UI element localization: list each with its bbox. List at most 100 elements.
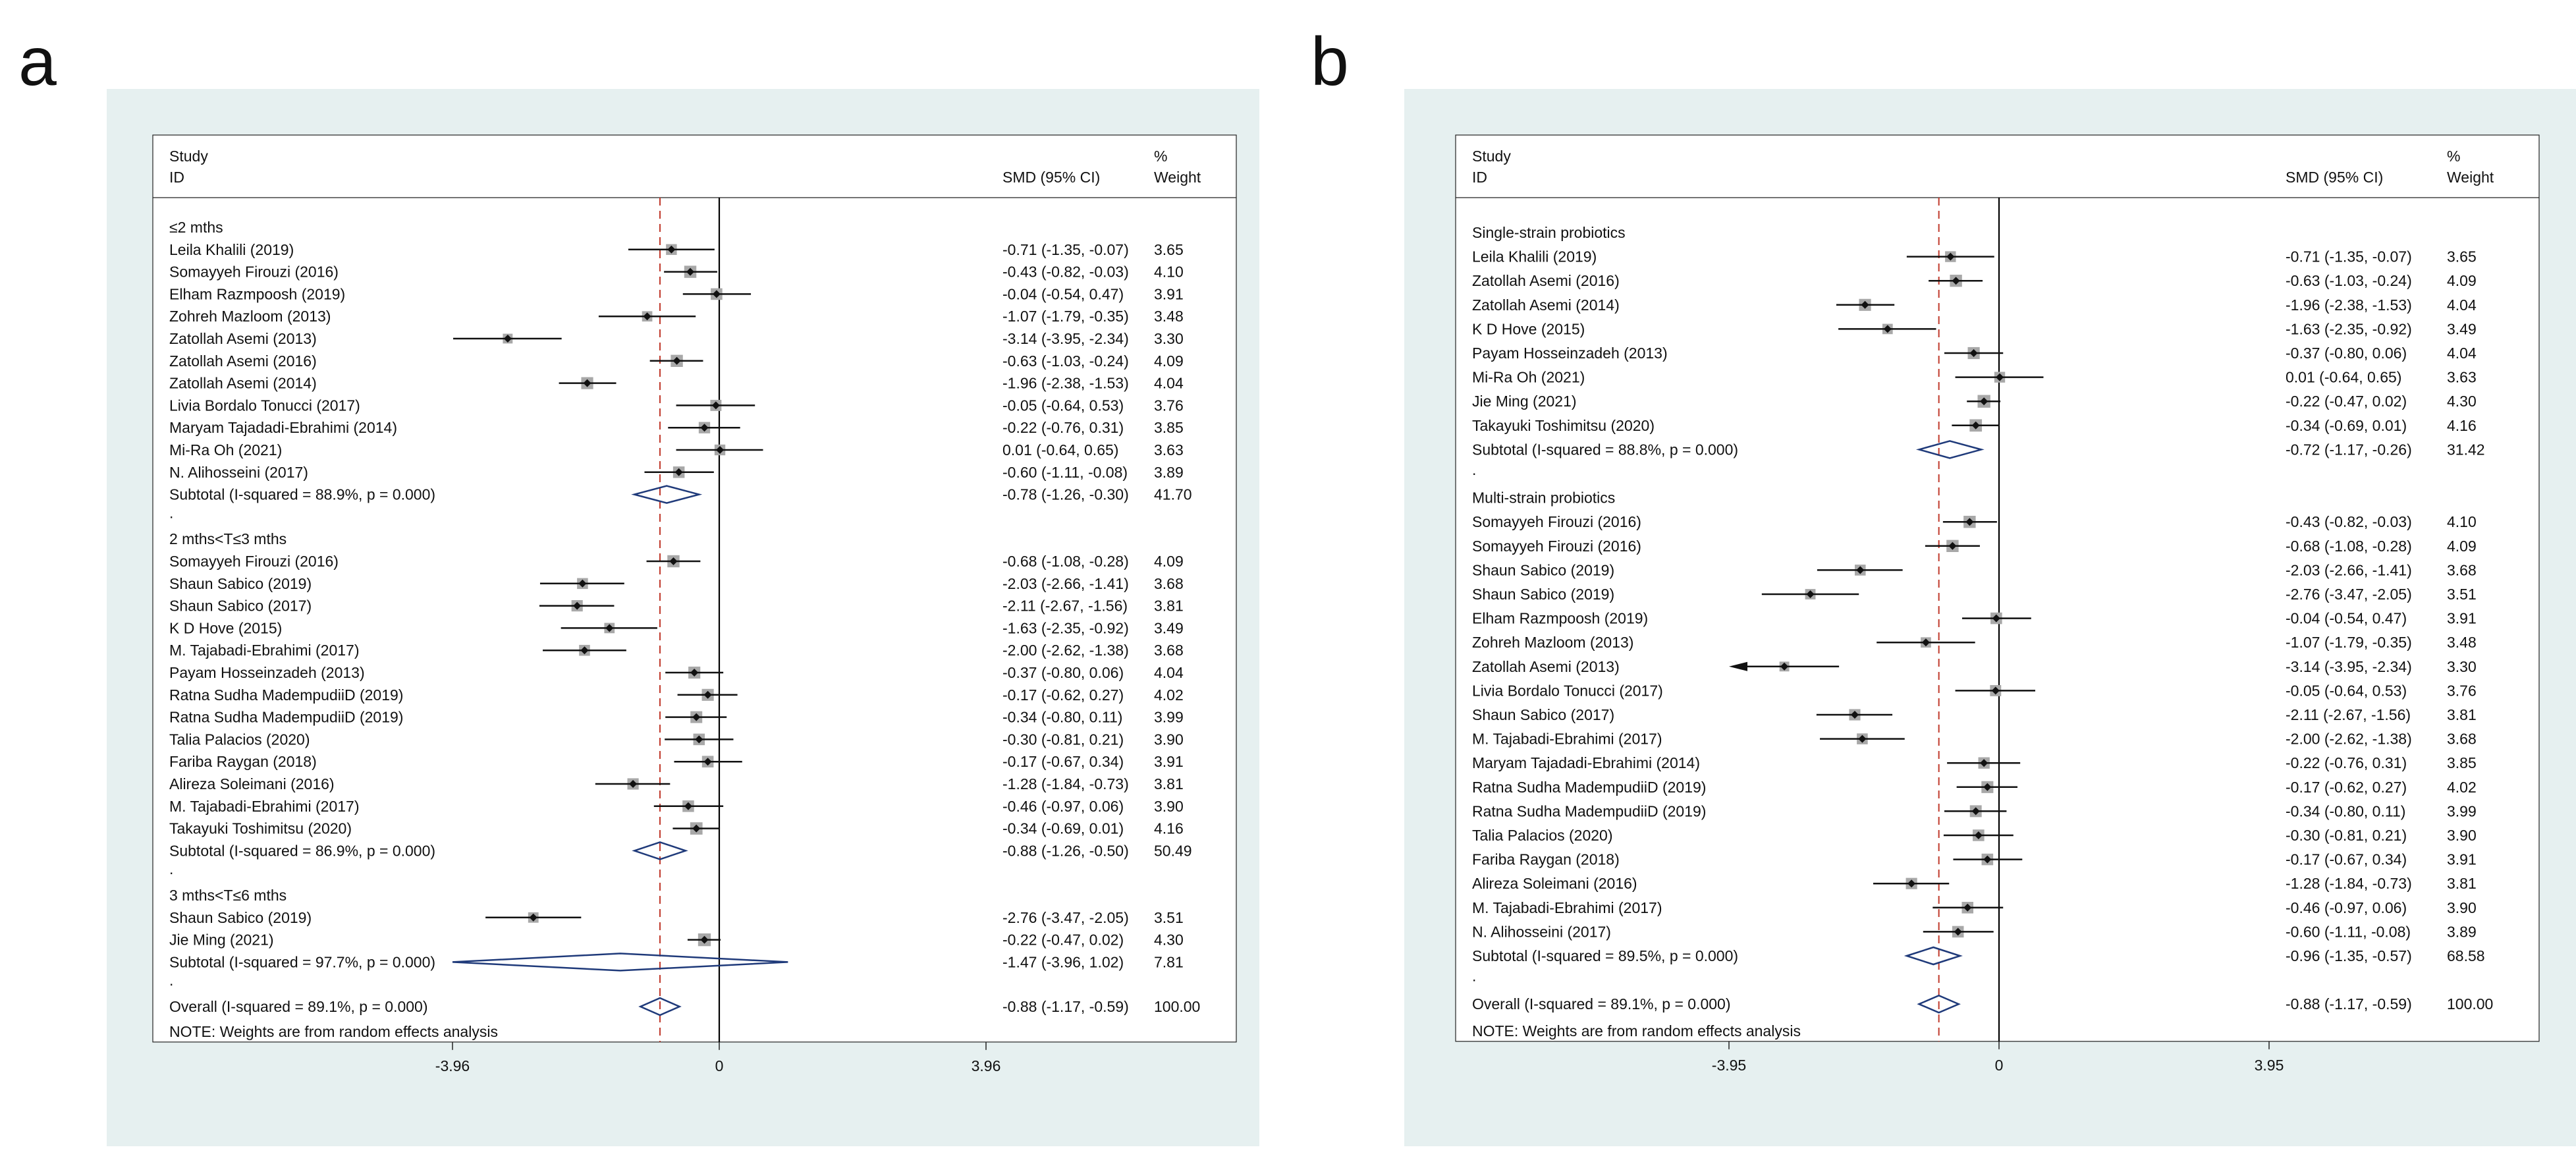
study-ci: -0.30 (-0.81, 0.21) bbox=[2286, 827, 2407, 844]
study-point bbox=[1861, 300, 1869, 309]
study-weight: 3.48 bbox=[1154, 308, 1184, 325]
x-tick-label: 3.96 bbox=[972, 1057, 1001, 1074]
study-ci: -0.05 (-0.64, 0.53) bbox=[2286, 682, 2407, 699]
x-tick-label: 0 bbox=[715, 1057, 724, 1074]
subgroup-label: 3 mths<T≤6 mths bbox=[169, 887, 287, 904]
study-label: Zohreh Mazloom (2013) bbox=[1472, 634, 1633, 651]
study-label: Zatollah Asemi (2016) bbox=[1472, 272, 1620, 289]
study-ci: -0.34 (-0.80, 0.11) bbox=[1002, 709, 1122, 726]
study-label: Payam Hosseinzadeh (2013) bbox=[1472, 345, 1668, 362]
study-label: Livia Bordalo Tonucci (2017) bbox=[169, 397, 360, 414]
study-ci: -0.46 (-0.97, 0.06) bbox=[2286, 899, 2407, 916]
study-label: Talia Palacios (2020) bbox=[169, 731, 310, 748]
study-ci: -0.22 (-0.76, 0.31) bbox=[1002, 419, 1124, 436]
study-label: K D Hove (2015) bbox=[169, 619, 282, 636]
study-ci: -0.17 (-0.62, 0.27) bbox=[2286, 779, 2407, 796]
study-weight: 3.48 bbox=[2447, 634, 2477, 651]
study-ci: -0.04 (-0.54, 0.47) bbox=[1002, 285, 1124, 302]
study-point bbox=[712, 290, 721, 298]
spacer-dot: . bbox=[1472, 461, 1476, 478]
study-ci: -0.68 (-1.08, -0.28) bbox=[2286, 538, 2412, 555]
study-weight: 3.89 bbox=[1154, 464, 1184, 481]
study-ci: 0.01 (-0.64, 0.65) bbox=[1002, 441, 1118, 458]
subtotal-diamond bbox=[1915, 440, 1985, 459]
study-weight: 3.30 bbox=[2447, 658, 2477, 675]
study-label: Zatollah Asemi (2014) bbox=[1472, 296, 1620, 314]
study-weight: 3.65 bbox=[1154, 241, 1184, 258]
study-point bbox=[573, 601, 582, 610]
study-label: Jie Ming (2021) bbox=[1472, 393, 1577, 410]
study-weight: 4.04 bbox=[1154, 664, 1184, 681]
study-point bbox=[1946, 252, 1955, 261]
overall-weight: 100.00 bbox=[2447, 995, 2493, 1013]
study-weight: 3.81 bbox=[2447, 706, 2477, 723]
forest-plot-b: Study ID SMD (95% CI)% Weight Single-strain … bbox=[1455, 134, 2540, 1074]
study-point bbox=[669, 557, 678, 565]
header-weight-percent: % bbox=[2447, 148, 2460, 165]
subtotal-ci: -0.72 (-1.17, -0.26) bbox=[2286, 441, 2412, 458]
study-weight: 4.09 bbox=[2447, 538, 2477, 555]
study-weight: 3.90 bbox=[1154, 731, 1184, 748]
header-study: Study bbox=[169, 148, 208, 165]
spacer-dot: . bbox=[169, 504, 173, 521]
study-point bbox=[1921, 638, 1930, 647]
study-label: N. Alihosseini (2017) bbox=[1472, 923, 1611, 940]
study-label: Ratna Sudha MadempudiiD (2019) bbox=[1472, 779, 1706, 796]
subgroup-label: ≤2 mths bbox=[169, 219, 223, 236]
study-ci: -0.22 (-0.76, 0.31) bbox=[2286, 754, 2407, 771]
study-weight: 4.16 bbox=[2447, 417, 2477, 434]
overall-diamond bbox=[1917, 994, 1961, 1014]
study-label: Somayyeh Firouzi (2016) bbox=[1472, 538, 1641, 555]
study-weight: 3.91 bbox=[2447, 610, 2477, 627]
study-point bbox=[1850, 711, 1859, 719]
study-weight: 3.65 bbox=[2447, 248, 2477, 265]
study-label: Zatollah Asemi (2013) bbox=[169, 330, 317, 347]
subtotal-ci: -1.47 (-3.96, 1.02) bbox=[1002, 953, 1124, 970]
study-weight: 3.68 bbox=[1154, 642, 1184, 659]
study-ci-arrow bbox=[1729, 661, 1747, 671]
study-weight: 3.91 bbox=[1154, 285, 1184, 302]
study-weight: 3.51 bbox=[1154, 909, 1184, 926]
study-point bbox=[1780, 662, 1789, 671]
study-weight: 3.89 bbox=[2447, 923, 2477, 940]
study-label: Zatollah Asemi (2013) bbox=[1472, 658, 1620, 675]
study-ci: -0.17 (-0.62, 0.27) bbox=[1002, 686, 1124, 704]
study-point bbox=[1965, 518, 1974, 526]
study-point bbox=[1907, 879, 1916, 888]
study-ci: -0.68 (-1.08, -0.28) bbox=[1002, 553, 1129, 570]
study-weight: 3.76 bbox=[2447, 682, 2477, 699]
study-ci: -0.63 (-1.03, -0.24) bbox=[1002, 352, 1129, 370]
study-ci: -0.37 (-0.80, 0.06) bbox=[1002, 664, 1124, 681]
study-weight: 3.30 bbox=[1154, 330, 1184, 347]
study-point bbox=[1948, 541, 1957, 550]
study-point bbox=[605, 624, 614, 632]
study-label: Leila Khalili (2019) bbox=[169, 241, 294, 258]
study-ci: -0.17 (-0.67, 0.34) bbox=[2286, 851, 2407, 868]
study-point bbox=[1858, 735, 1867, 743]
study-weight: 4.10 bbox=[1154, 264, 1184, 281]
study-point bbox=[1806, 590, 1815, 598]
study-weight: 4.04 bbox=[1154, 375, 1184, 392]
subtotal-weight: 41.70 bbox=[1154, 486, 1192, 503]
x-tick-label: 0 bbox=[1995, 1057, 2004, 1074]
study-point bbox=[1983, 783, 1992, 791]
subtotal-label: Subtotal (I-squared = 88.9%, p = 0.000) bbox=[169, 486, 435, 503]
study-weight: 4.10 bbox=[2447, 513, 2477, 530]
study-weight: 3.81 bbox=[2447, 875, 2477, 892]
study-point bbox=[503, 335, 512, 343]
subtotal-diamond bbox=[632, 841, 688, 860]
overall-ci: -0.88 (-1.17, -0.59) bbox=[2286, 995, 2412, 1013]
subtotal-ci: -0.88 (-1.26, -0.50) bbox=[1002, 842, 1129, 859]
study-weight: 3.63 bbox=[1154, 441, 1184, 458]
study-ci: -0.71 (-1.35, -0.07) bbox=[2286, 248, 2412, 265]
study-label: Ratna Sudha MadempudiiD (2019) bbox=[169, 709, 403, 726]
overall-weight: 100.00 bbox=[1154, 998, 1200, 1015]
subtotal-label: Subtotal (I-squared = 86.9%, p = 0.000) bbox=[169, 842, 435, 859]
study-ci: -2.00 (-2.62, -1.38) bbox=[1002, 642, 1129, 659]
study-point bbox=[1974, 831, 1983, 839]
subtotal-label: Subtotal (I-squared = 97.7%, p = 0.000) bbox=[169, 953, 435, 970]
study-label: K D Hove (2015) bbox=[1472, 320, 1585, 337]
study-ci: -2.11 (-2.67, -1.56) bbox=[1002, 597, 1128, 615]
study-point bbox=[1952, 277, 1960, 285]
spacer-dot: . bbox=[169, 860, 173, 877]
